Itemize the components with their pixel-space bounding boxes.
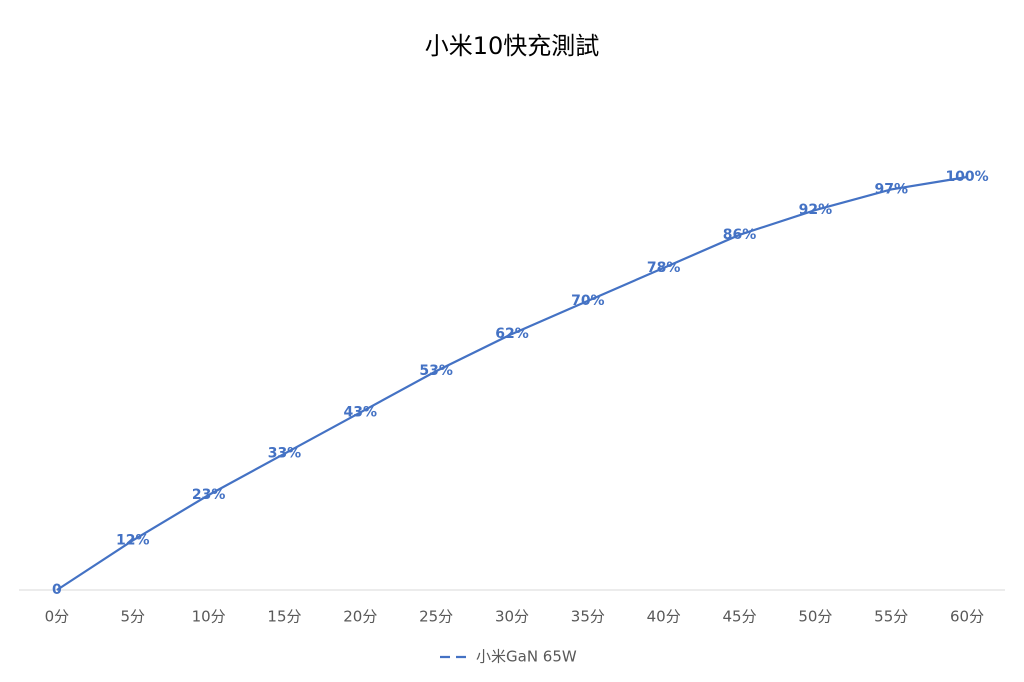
value-label: 92%	[799, 202, 833, 218]
value-label: 53%	[419, 363, 453, 379]
x-tick-label: 10分	[192, 608, 226, 626]
value-label: 78%	[647, 260, 681, 276]
x-tick-label: 30分	[495, 608, 529, 626]
line	[56, 175, 968, 591]
legend-label: 小米GaN 65W	[476, 648, 577, 666]
value-label: 70%	[571, 293, 605, 309]
x-tick-label: 60分	[950, 608, 984, 626]
x-tick-label: 25分	[419, 608, 453, 626]
x-tick-label: 5分	[120, 608, 145, 626]
value-label: 12%	[116, 532, 150, 548]
x-tick-label: 35分	[571, 608, 605, 626]
x-tick-label: 15分	[267, 608, 301, 626]
value-label: 62%	[495, 326, 529, 342]
x-tick-label: 50分	[798, 608, 832, 626]
value-label: 86%	[723, 227, 757, 243]
x-tick-label: 20分	[343, 608, 377, 626]
value-label: 0	[52, 582, 62, 598]
value-label: 23%	[192, 487, 226, 503]
x-tick-label: 40分	[647, 608, 681, 626]
x-tick-label: 55分	[874, 608, 908, 626]
value-label: 33%	[268, 446, 302, 462]
value-label: 43%	[344, 404, 378, 420]
x-tick-label: 45分	[722, 608, 756, 626]
value-label: 97%	[874, 181, 908, 197]
x-tick-label: 0分	[45, 608, 70, 626]
value-label: 100%	[945, 169, 988, 185]
chart-title: 小米10快充測試	[425, 32, 600, 60]
